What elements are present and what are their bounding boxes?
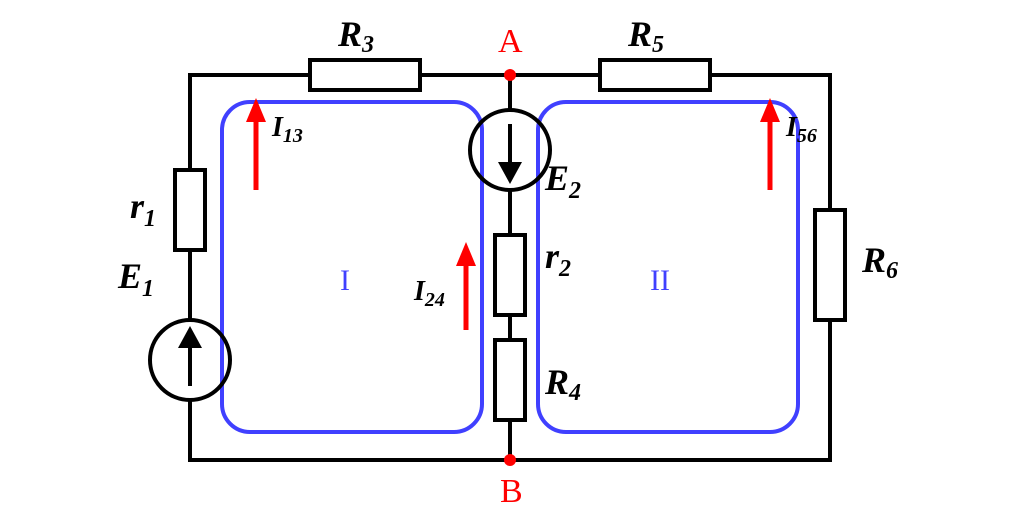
label-r4-sym: R — [544, 362, 569, 402]
svg-text:E1: E1 — [117, 256, 154, 302]
current-arrow-i24 — [456, 242, 476, 330]
resistor-r6 — [815, 210, 845, 320]
circuit-diagram: R3 R5 r1 E1 E2 r2 R4 R6 I13 I24 I56 I II… — [0, 0, 1018, 521]
node-a-dot — [504, 69, 516, 81]
source-e1 — [150, 320, 230, 400]
loop-label-i: I — [340, 264, 350, 297]
label-r5-sub: 5 — [652, 32, 664, 58]
label-r5-sym: R — [627, 14, 652, 54]
resistor-r4 — [495, 340, 525, 420]
label-e2-sub: 2 — [568, 178, 581, 204]
resistor-r3 — [310, 60, 420, 90]
label-r4-sub: 4 — [568, 380, 581, 406]
resistor-r1-internal — [175, 170, 205, 250]
label-r1int-sym: r — [130, 186, 145, 226]
svg-text:I24: I24 — [413, 276, 445, 311]
svg-text:R3: R3 — [337, 14, 374, 58]
resistor-r5 — [600, 60, 710, 90]
current-arrow-i13 — [246, 98, 266, 190]
current-arrow-i56 — [760, 98, 780, 190]
loop-contour-i — [222, 102, 482, 432]
node-label-b: B — [500, 473, 523, 510]
label-r3-sub: 3 — [361, 32, 374, 58]
svg-text:R4: R4 — [544, 362, 581, 406]
svg-text:I13: I13 — [271, 112, 303, 147]
svg-text:E2: E2 — [544, 158, 581, 204]
svg-text:R5: R5 — [627, 14, 664, 58]
label-e1-sym: E — [117, 256, 142, 296]
node-b-dot — [504, 454, 516, 466]
svg-text:r2: r2 — [545, 236, 571, 282]
resistor-r2-internal — [495, 235, 525, 315]
label-i24-sub: 24 — [424, 289, 445, 311]
label-r6-sym: R — [861, 240, 886, 280]
label-r1int-sub: 1 — [144, 206, 156, 232]
svg-text:r1: r1 — [130, 186, 156, 232]
label-r6-sub: 6 — [886, 258, 898, 284]
label-i13-sub: 13 — [283, 125, 303, 147]
label-r2int-sym: r — [545, 236, 560, 276]
label-e2-sym: E — [544, 158, 569, 198]
node-label-a: A — [498, 23, 523, 60]
svg-text:R6: R6 — [861, 240, 898, 284]
label-i56-sub: 56 — [797, 125, 817, 147]
svg-text:I56: I56 — [785, 112, 817, 147]
label-r3-sym: R — [337, 14, 362, 54]
label-r2int-sub: 2 — [558, 256, 571, 282]
label-e1-sub: 1 — [142, 276, 154, 302]
loop-label-ii: II — [650, 264, 670, 297]
